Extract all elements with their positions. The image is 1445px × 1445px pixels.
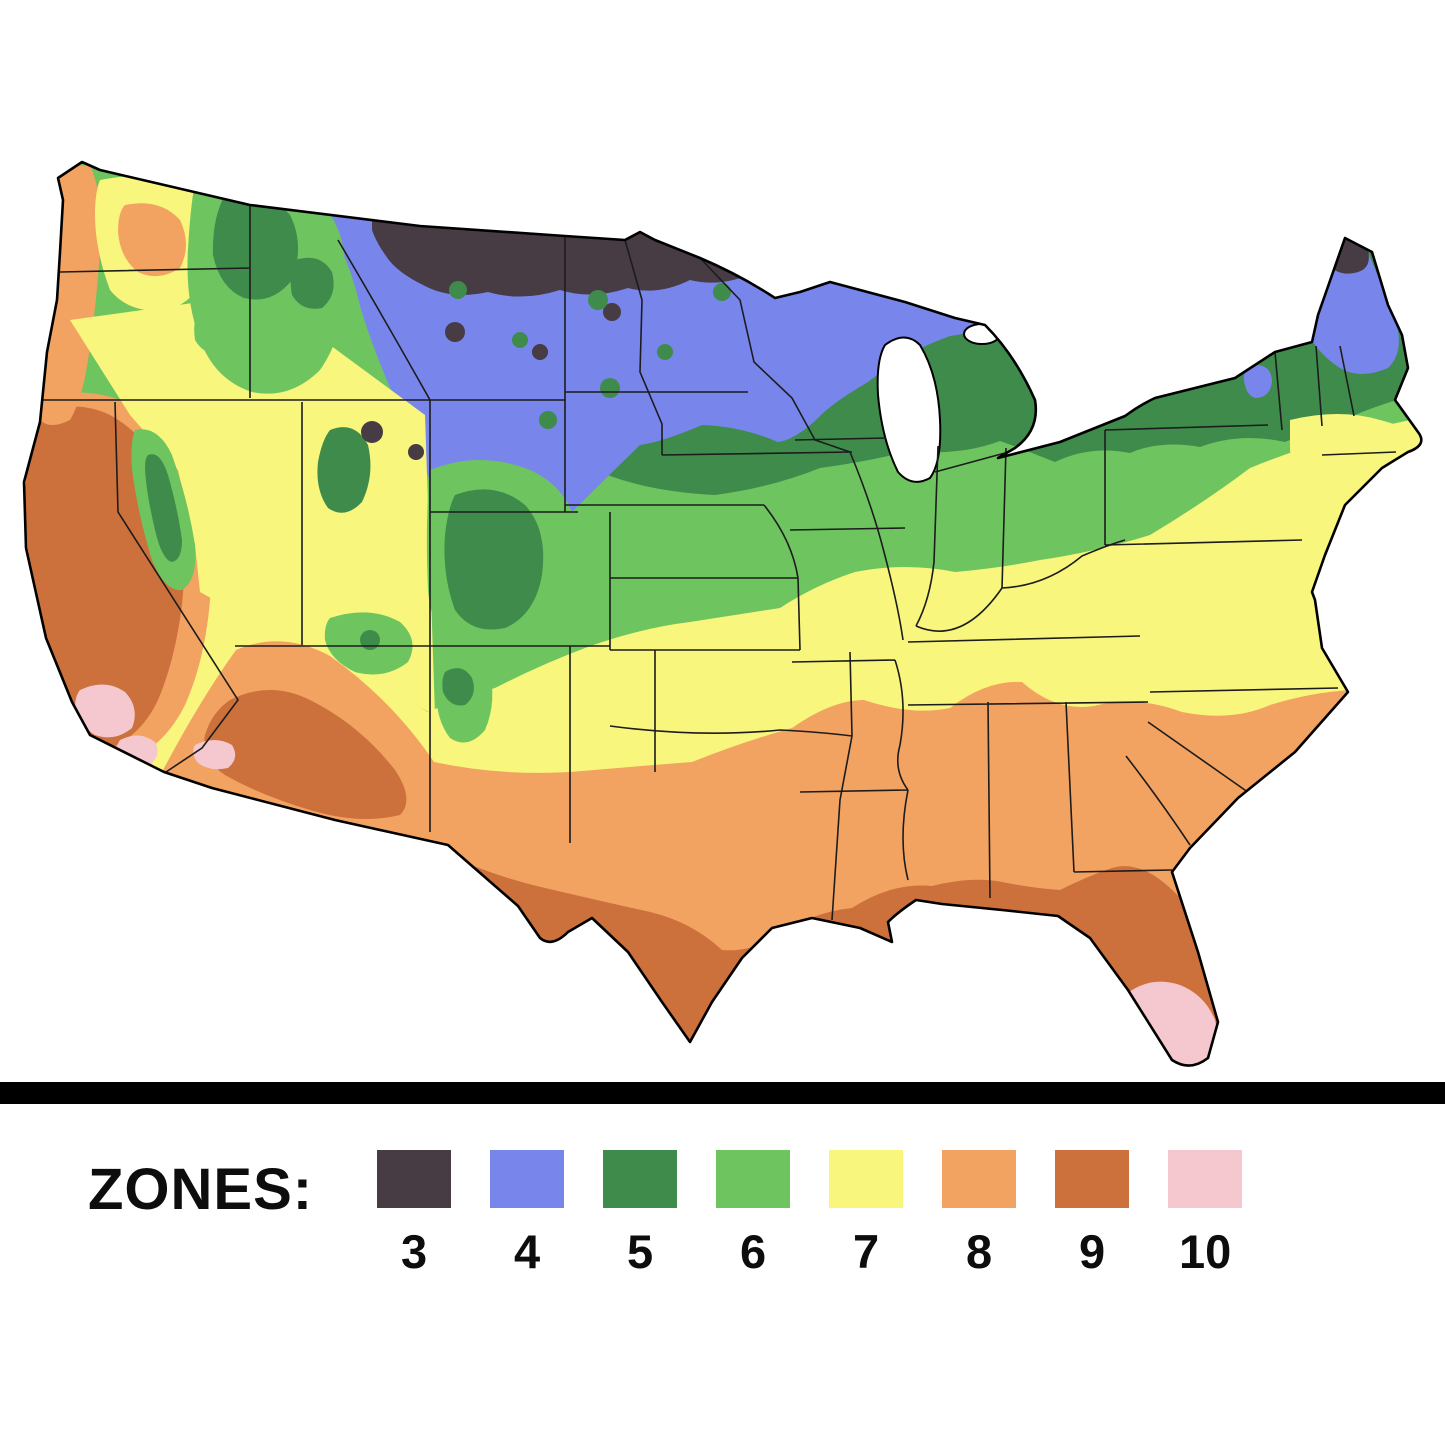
zone-5-newmexico (442, 668, 474, 706)
map-area (22, 160, 1423, 1067)
legend-item-zone-10: 10 (1168, 1150, 1243, 1279)
legend-item-zone-7: 7 (829, 1150, 904, 1279)
zone-9-label: 9 (1079, 1225, 1106, 1278)
zone-5-spot (512, 332, 528, 348)
state-borders (30, 205, 1397, 921)
zone-6-oregon-spot (194, 306, 246, 356)
lake-michigan (876, 336, 942, 483)
zone-7-great-basin (70, 302, 435, 715)
zone-10-swatch (1168, 1150, 1243, 1208)
zone-3-spot (445, 322, 465, 342)
divider-bar (0, 1082, 1445, 1104)
zone-3-label: 3 (401, 1225, 428, 1278)
zone-7-swatch (829, 1150, 904, 1208)
zone-8-label: 8 (966, 1225, 993, 1278)
zone-10-yuma (193, 740, 236, 770)
zone-5-spot (539, 411, 557, 429)
zone-3-spot (603, 303, 621, 321)
zone-8-swatch (942, 1150, 1017, 1208)
zone-5-spot (600, 378, 620, 398)
zone-4-label: 4 (514, 1225, 541, 1278)
zone-10-socal (75, 684, 135, 738)
zone-9-swatch (1055, 1150, 1130, 1208)
zone-5-label: 5 (627, 1225, 654, 1278)
zone-7-label: 7 (853, 1225, 880, 1278)
zone-8-arkansas-spot (852, 702, 878, 728)
zone-3-montana-spot (408, 444, 424, 460)
legend-item-zone-3: 3 (377, 1150, 452, 1279)
legend-title: ZONES: (88, 1157, 314, 1222)
zone-6-swatch (716, 1150, 791, 1208)
zone-6-oregon-spot (265, 317, 295, 347)
zone-5-utah (317, 427, 371, 513)
legend-item-zone-8: 8 (942, 1150, 1017, 1279)
legend-item-zone-5: 5 (603, 1150, 678, 1279)
legend-item-zone-6: 6 (716, 1150, 791, 1279)
zone-3-spot (532, 344, 548, 360)
zone-5-spot (449, 281, 467, 299)
zone-5-washington-idaho (212, 194, 299, 300)
legend-item-zone-4: 4 (490, 1150, 565, 1279)
zone-5-spot (657, 344, 673, 360)
legend: ZONES: 3 4 5 6 7 8 9 (0, 1104, 1445, 1279)
legend-items: 3 4 5 6 7 8 9 10 (377, 1150, 1281, 1279)
zone-5-montana-west (290, 257, 334, 309)
us-outline (22, 160, 1423, 1067)
legend-item-zone-9: 9 (1055, 1150, 1130, 1279)
zone-10-label: 10 (1178, 1225, 1232, 1278)
zone-8-pacific-coast (40, 165, 102, 425)
zone-7-east-coast (1290, 414, 1422, 655)
zone-8-washington-basin (118, 203, 186, 277)
zone-9-arizona (204, 690, 407, 819)
zone-5-spot (588, 290, 608, 310)
hardiness-zone-map (22, 160, 1423, 1067)
zone-4-adirondack (1243, 365, 1272, 398)
zone-5-arizona-spot (360, 630, 380, 650)
zone-5-colorado-core (444, 489, 544, 630)
zone-3-region (372, 162, 833, 297)
zone-4-swatch (490, 1150, 565, 1208)
zone-5-sierra (145, 454, 182, 562)
zone-3-swatch (377, 1150, 452, 1208)
zone-5-swatch (603, 1150, 678, 1208)
zone-6-label: 6 (740, 1225, 767, 1278)
zone-3-montana-spot (361, 421, 383, 443)
zone-5-spot (713, 283, 731, 301)
